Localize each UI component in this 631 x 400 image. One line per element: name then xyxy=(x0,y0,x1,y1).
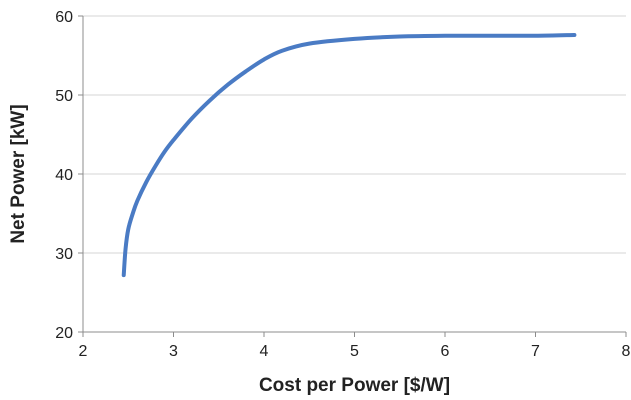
y-tick-label: 20 xyxy=(55,325,73,342)
x-tick-label: 4 xyxy=(260,343,269,360)
series-line-0 xyxy=(121,32,577,278)
x-tick-label: 8 xyxy=(622,343,631,360)
x-tick-label: 5 xyxy=(350,343,359,360)
y-tick-label: 50 xyxy=(55,88,73,105)
axes xyxy=(78,15,627,337)
x-axis-title: Cost per Power [$/W] xyxy=(259,375,450,396)
gridlines xyxy=(83,15,626,254)
y-tick-label: 60 xyxy=(55,9,73,26)
y-tick-label: 30 xyxy=(55,246,73,263)
series-layer xyxy=(121,32,577,278)
x-tick-label: 3 xyxy=(169,343,178,360)
tick-labels: 20 30 40 50 60 2 3 4 5 6 7 8 xyxy=(55,9,630,360)
x-tick-label: 7 xyxy=(531,343,540,360)
x-tick-label: 6 xyxy=(441,343,450,360)
x-tick-label: 2 xyxy=(79,343,88,360)
y-tick-label: 40 xyxy=(55,167,73,184)
y-axis-title: Net Power [kW] xyxy=(8,104,29,243)
